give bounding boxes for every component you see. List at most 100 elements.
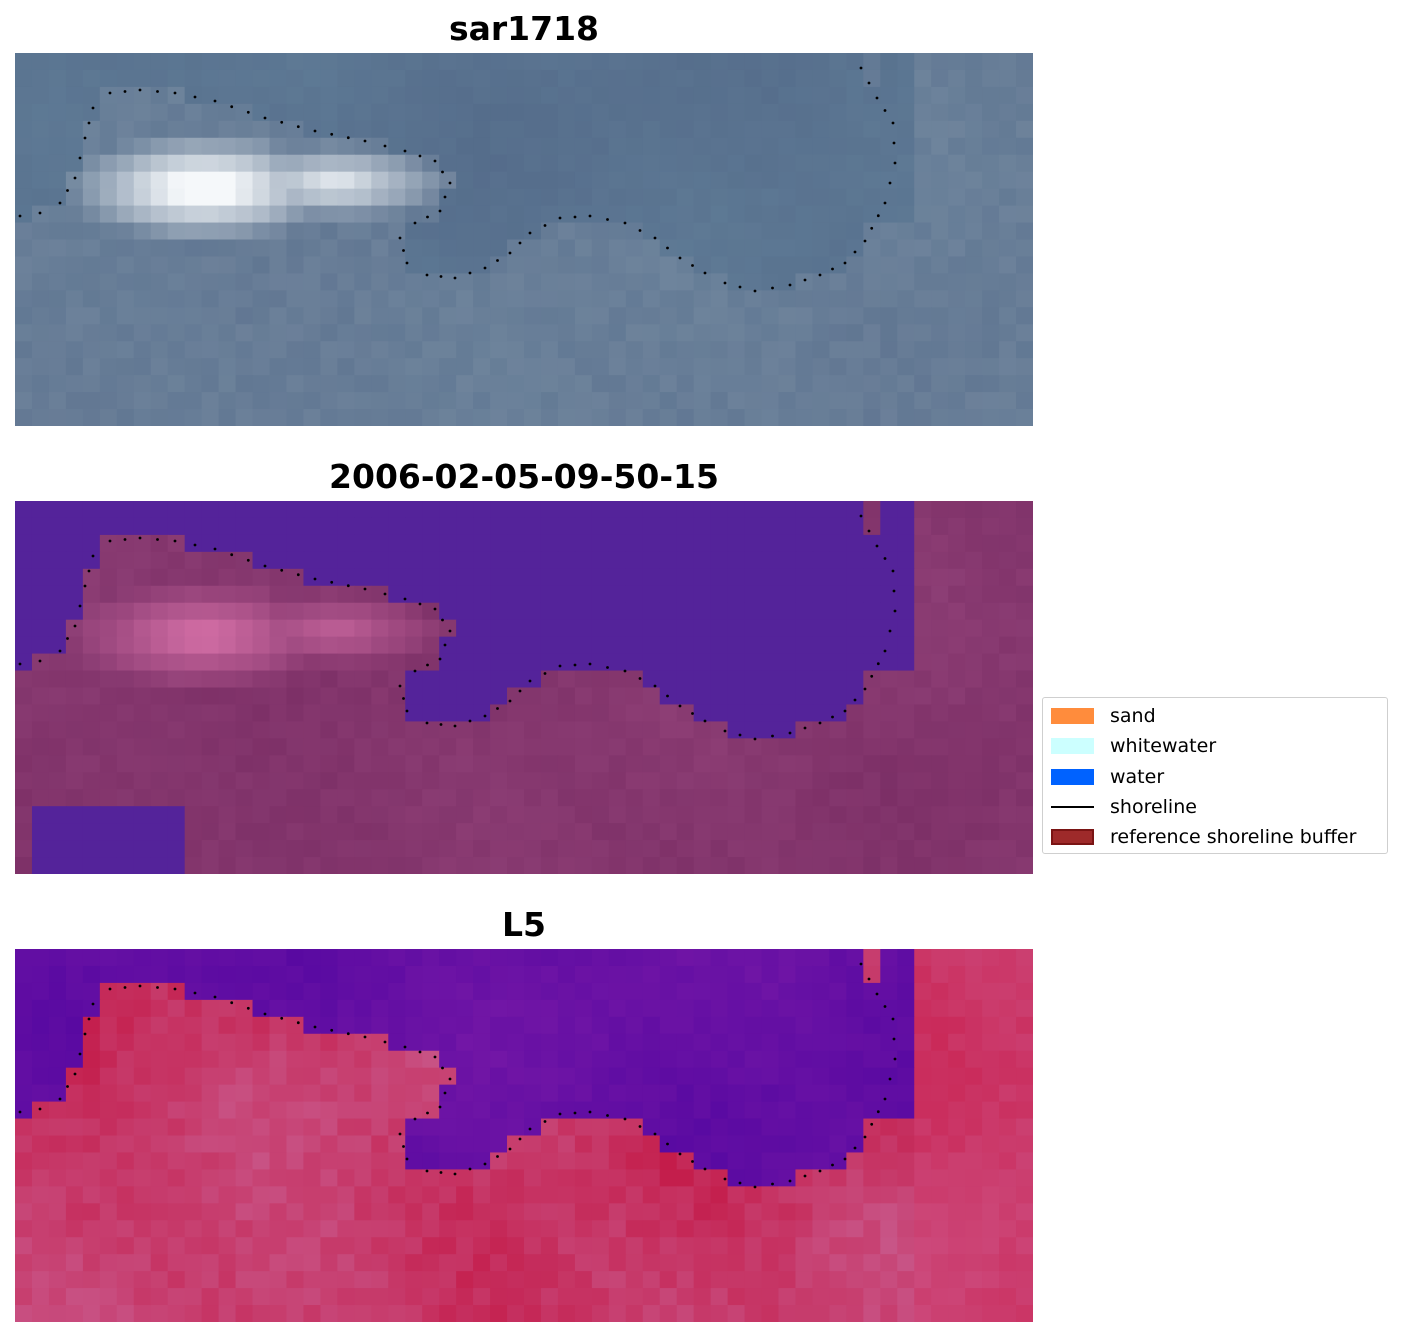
class-pixel — [150, 755, 169, 773]
rgb-pixel — [846, 171, 864, 190]
index-pixel — [218, 1016, 237, 1035]
index-pixel — [744, 1288, 763, 1306]
rgb-pixel — [880, 290, 898, 308]
rgb-pixel — [201, 324, 220, 342]
rgb-pixel — [456, 290, 474, 308]
index-pixel — [252, 1050, 271, 1069]
class-pixel — [388, 806, 406, 824]
index-pixel — [48, 1305, 67, 1322]
rgb-pixel — [676, 222, 695, 241]
rgb-pixel — [880, 103, 898, 122]
rgb-pixel — [150, 375, 169, 393]
class-pixel — [31, 551, 50, 570]
index-pixel — [778, 1033, 797, 1052]
index-pixel — [473, 1254, 491, 1272]
rgb-pixel — [48, 205, 67, 224]
class-pixel — [710, 653, 729, 672]
shoreline-dot — [438, 209, 442, 213]
class-pixel — [965, 636, 983, 655]
rgb-pixel — [608, 154, 627, 173]
rgb-pixel — [286, 222, 305, 241]
rgb-pixel — [507, 188, 525, 207]
class-pixel — [116, 602, 135, 621]
index-pixel — [507, 999, 525, 1018]
rgb-pixel — [388, 341, 406, 359]
rgb-pixel — [201, 154, 220, 173]
rgb-pixel — [863, 188, 881, 207]
rgb-pixel — [829, 324, 847, 342]
rgb-pixel — [659, 290, 678, 308]
class-pixel — [456, 704, 474, 722]
index-pixel — [184, 1254, 203, 1272]
rgb-pixel — [456, 103, 474, 122]
class-pixel — [557, 619, 576, 638]
shoreline-dot — [528, 1127, 532, 1131]
rgb-pixel — [761, 53, 780, 71]
class-pixel — [65, 857, 84, 874]
rgb-pixel — [337, 375, 355, 393]
shoreline-dot — [173, 539, 177, 543]
class-pixel — [965, 670, 983, 689]
rgb-pixel — [269, 53, 288, 71]
index-pixel — [133, 1101, 152, 1120]
rgb-pixel — [337, 290, 355, 308]
index-pixel — [99, 982, 118, 1001]
class-pixel — [693, 789, 712, 807]
index-pixel — [167, 1237, 186, 1255]
index-pixel — [490, 1135, 508, 1154]
index-pixel — [591, 1203, 610, 1221]
index-pixel — [880, 1101, 898, 1120]
index-pixel — [812, 1203, 830, 1221]
rgb-pixel — [65, 154, 84, 173]
rgb-pixel — [473, 290, 491, 308]
class-pixel — [931, 772, 949, 790]
index-pixel — [405, 982, 423, 1001]
rgb-pixel — [965, 205, 983, 224]
class-pixel — [540, 789, 559, 807]
class-pixel — [286, 755, 305, 773]
rgb-pixel — [863, 171, 881, 190]
class-pixel — [795, 602, 814, 621]
class-pixel — [727, 585, 746, 604]
index-pixel — [218, 1135, 237, 1154]
class-pixel — [473, 551, 491, 570]
rgb-pixel — [693, 137, 712, 156]
rgb-pixel — [795, 53, 814, 71]
rgb-pixel — [31, 358, 50, 376]
class-pixel — [744, 721, 763, 739]
index-pixel — [456, 1152, 474, 1170]
index-pixel — [948, 1203, 966, 1221]
class-pixel — [286, 857, 305, 874]
class-pixel — [133, 585, 152, 604]
class-pixel — [727, 636, 746, 655]
class-pixel — [999, 636, 1017, 655]
rgb-pixel — [320, 86, 338, 105]
class-pixel — [897, 636, 915, 655]
class-pixel — [540, 738, 559, 756]
class-pixel — [540, 687, 559, 706]
class-pixel — [133, 738, 152, 756]
shoreline-dot — [91, 106, 95, 110]
class-pixel — [15, 840, 33, 858]
class-pixel — [557, 568, 576, 587]
rgb-pixel — [574, 205, 593, 224]
shoreline-dot — [383, 592, 387, 596]
shoreline-dot — [831, 715, 834, 719]
index-pixel — [897, 1135, 915, 1154]
class-pixel — [422, 806, 440, 824]
index-pixel — [574, 1271, 593, 1289]
class-pixel — [710, 721, 729, 739]
index-pixel — [795, 1305, 814, 1322]
index-pixel — [473, 1084, 491, 1103]
rgb-pixel — [150, 69, 169, 88]
class-pixel — [456, 619, 474, 638]
shoreline-dot — [870, 1122, 874, 1126]
index-pixel — [659, 949, 678, 967]
rgb-pixel — [693, 324, 712, 342]
rgb-pixel — [999, 256, 1017, 274]
index-pixel — [320, 1220, 338, 1238]
class-pixel — [693, 823, 712, 841]
rgb-pixel — [167, 188, 186, 207]
rgb-pixel — [116, 222, 135, 241]
index-pixel — [880, 1084, 898, 1103]
